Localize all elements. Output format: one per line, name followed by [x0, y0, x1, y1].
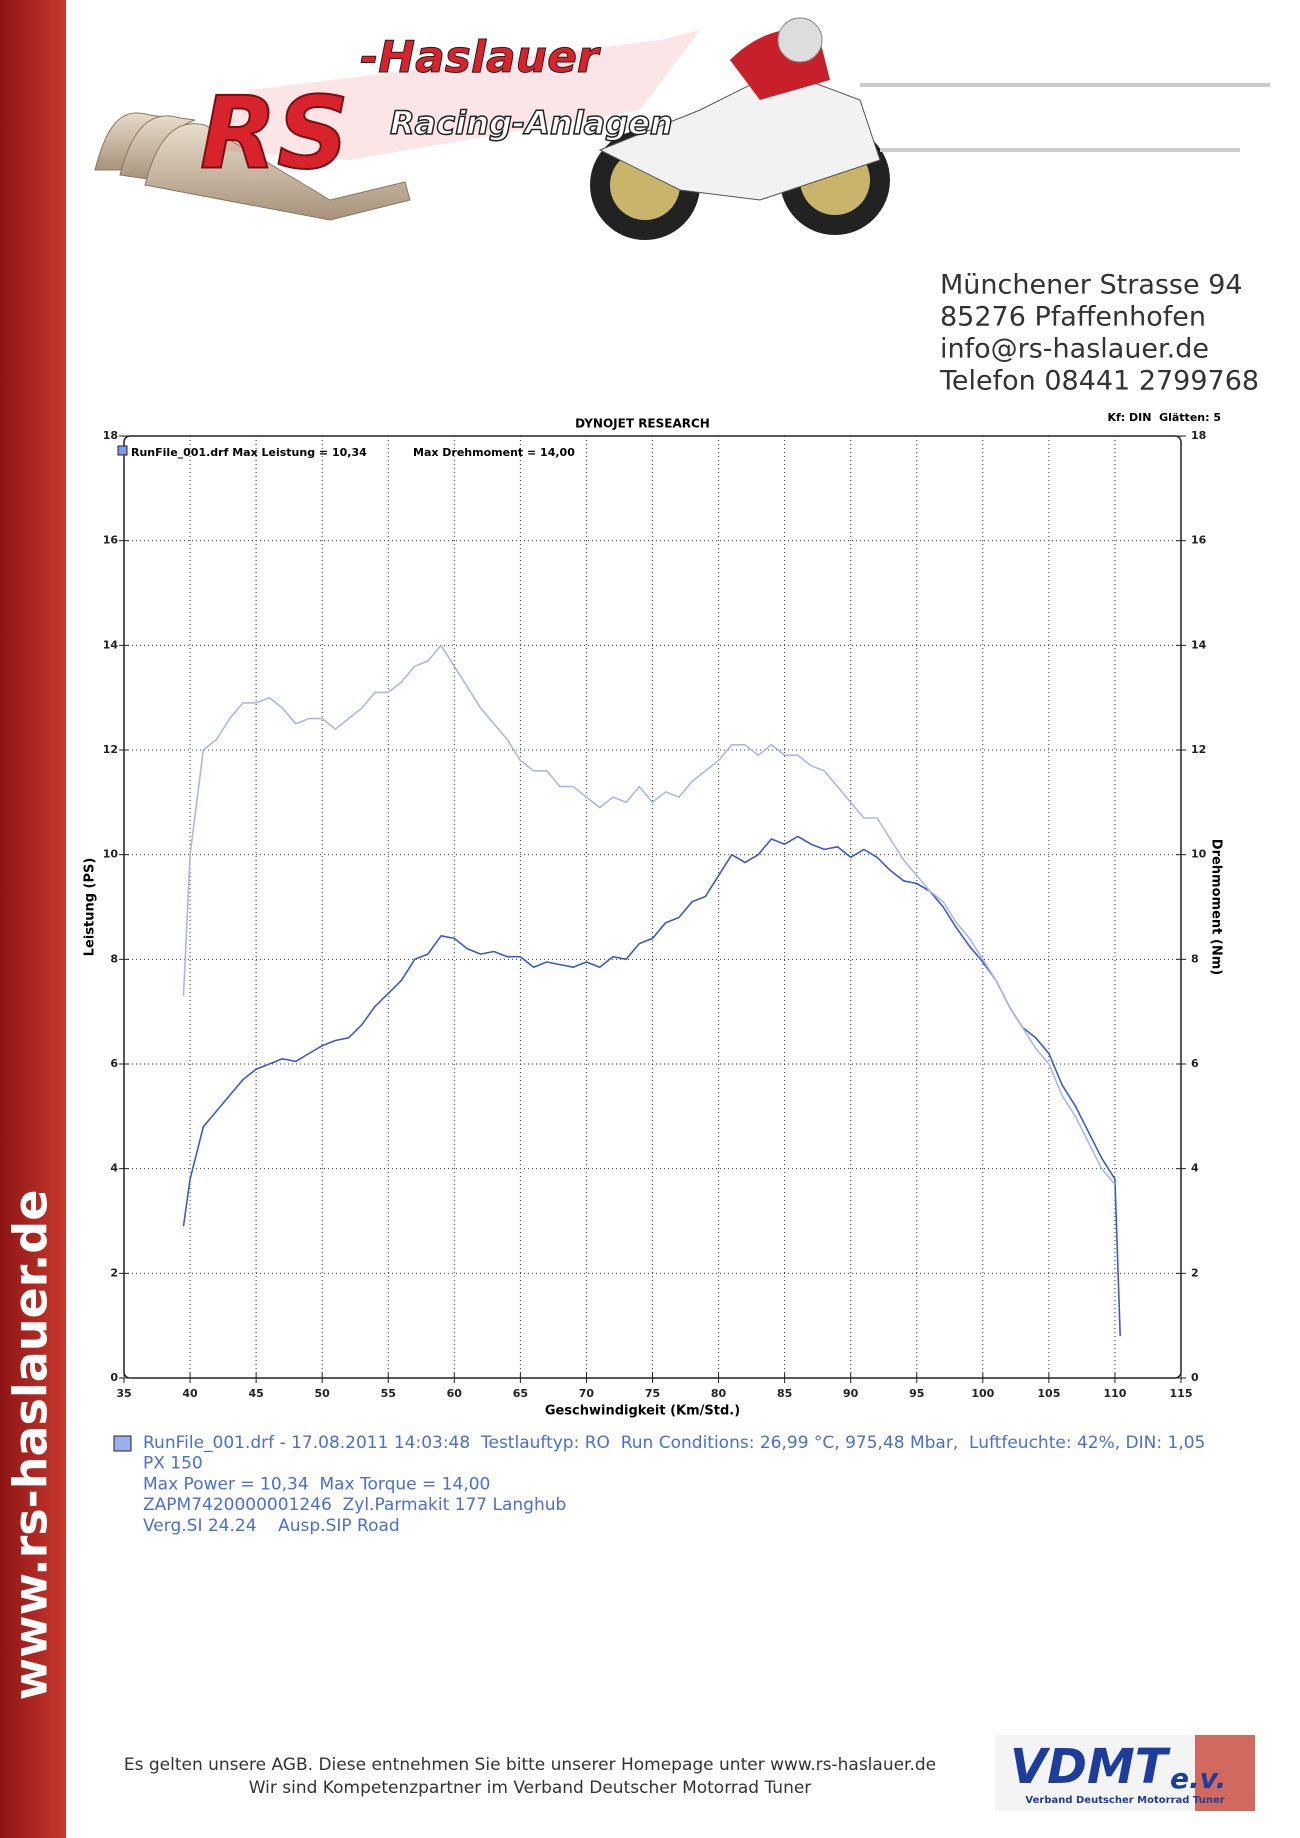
annotation: RunFile_001.drf Max Leistung = 10,34	[131, 446, 367, 459]
y-tick-label: 2	[110, 1266, 118, 1279]
address-line: info@rs-haslauer.de	[940, 334, 1209, 365]
x-tick-label: 110	[1103, 1387, 1126, 1400]
y2-tick-label: 4	[1191, 1162, 1199, 1175]
y-tick-label: 18	[103, 429, 118, 442]
side-stripe	[0, 0, 66, 1838]
plot-frame	[123, 435, 1182, 1379]
y-tick-label: 4	[110, 1162, 118, 1175]
x-tick-label: 105	[1037, 1387, 1060, 1400]
y-tick-label: 10	[103, 848, 119, 861]
y2-tick-label: 2	[1191, 1266, 1199, 1279]
logo-subtitle: Racing-Anlagen	[390, 104, 673, 142]
y2-tick-label: 8	[1191, 952, 1199, 965]
footer-line: Es gelten unsere AGB. Diese entnehmen Si…	[124, 1755, 936, 1775]
address-line: Telefon 08441 2799768	[939, 366, 1259, 397]
y-tick-label: 0	[110, 1371, 118, 1384]
badge-accent	[1195, 1735, 1255, 1811]
x-tick-label: 90	[843, 1387, 859, 1400]
footer-line: Wir sind Kompetenzpartner im Verband Deu…	[249, 1778, 812, 1798]
x-tick-label: 80	[711, 1387, 727, 1400]
badge-caption: Verband Deutscher Motorrad Tuner	[1025, 1795, 1224, 1806]
badge: VDMT	[1010, 1739, 1171, 1795]
x-tick-label: 115	[1170, 1387, 1193, 1400]
sidebar-url: www.rs-haslauer.de	[4, 1190, 58, 1701]
y-tick-label: 12	[103, 743, 118, 756]
y-tick-label: 8	[110, 952, 118, 965]
y-tick-label: 6	[110, 1057, 118, 1070]
y2-tick-label: 14	[1191, 638, 1207, 651]
run-info-line: Verg.SI 24.24 Ausp.SIP Road	[143, 1516, 400, 1536]
run-info-line: RunFile_001.drf - 17.08.2011 14:03:48 Te…	[143, 1433, 1205, 1453]
run-info-line: PX 150	[143, 1454, 203, 1474]
x-tick-label: 40	[182, 1387, 198, 1400]
x-tick-label: 75	[645, 1387, 660, 1400]
address-line: Münchener Strasse 94	[940, 270, 1243, 301]
y2-tick-label: 16	[1191, 534, 1207, 547]
x-tick-label: 50	[315, 1387, 331, 1400]
badge-suffix: e.v.	[1170, 1762, 1226, 1795]
run-icon	[113, 1435, 132, 1452]
x-tick-label: 65	[513, 1387, 528, 1400]
y2-tick-label: 10	[1191, 848, 1207, 861]
x-tick-label: 55	[381, 1387, 396, 1400]
y-tick-label: 16	[103, 534, 119, 547]
logo	[94, 17, 1270, 240]
x-tick-label: 60	[447, 1387, 463, 1400]
x-axis-label: Geschwindigkeit (Km/Std.)	[545, 1404, 740, 1419]
data-line	[182, 644, 1116, 1185]
x-tick-label: 100	[971, 1387, 994, 1400]
x-tick-label: 45	[248, 1387, 263, 1400]
logo-mark: RS	[200, 74, 349, 191]
run-info-line: Max Power = 10,34 Max Torque = 14,00	[143, 1474, 490, 1494]
chart-subtitle: Kf: DIN Glätten: 5	[1107, 411, 1221, 424]
x-tick-label: 70	[579, 1387, 595, 1400]
y-axis-label: Leistung (PS)	[83, 858, 98, 957]
data-line	[182, 835, 1121, 1337]
x-tick-label: 95	[909, 1387, 924, 1400]
x-tick-label: 85	[777, 1387, 792, 1400]
y2-tick-label: 0	[1191, 1371, 1199, 1384]
legend-swatch	[117, 445, 128, 456]
annotation: Max Drehmoment = 14,00	[413, 446, 575, 459]
y2-axis-label: Drehmoment (Nm)	[1209, 839, 1224, 975]
x-tick-label: 35	[116, 1387, 131, 1400]
chart: DYNOJET RESEARCH Kf: DIN Glätten: 5 0 2 4 6 8 1…	[83, 411, 1224, 1419]
chart-title: DYNOJET RESEARCH	[575, 417, 710, 431]
y2-tick-label: 12	[1191, 743, 1206, 756]
y-tick-label: 14	[103, 638, 119, 651]
address-line: 85276 Pfaffenhofen	[940, 302, 1206, 333]
run-info-line: ZAPM7420000001246 Zyl.Parmakit 177 Langh…	[143, 1495, 566, 1515]
logo-title: -Haslauer	[360, 32, 601, 83]
y2-tick-label: 6	[1191, 1057, 1199, 1070]
y2-tick-label: 18	[1191, 429, 1206, 442]
